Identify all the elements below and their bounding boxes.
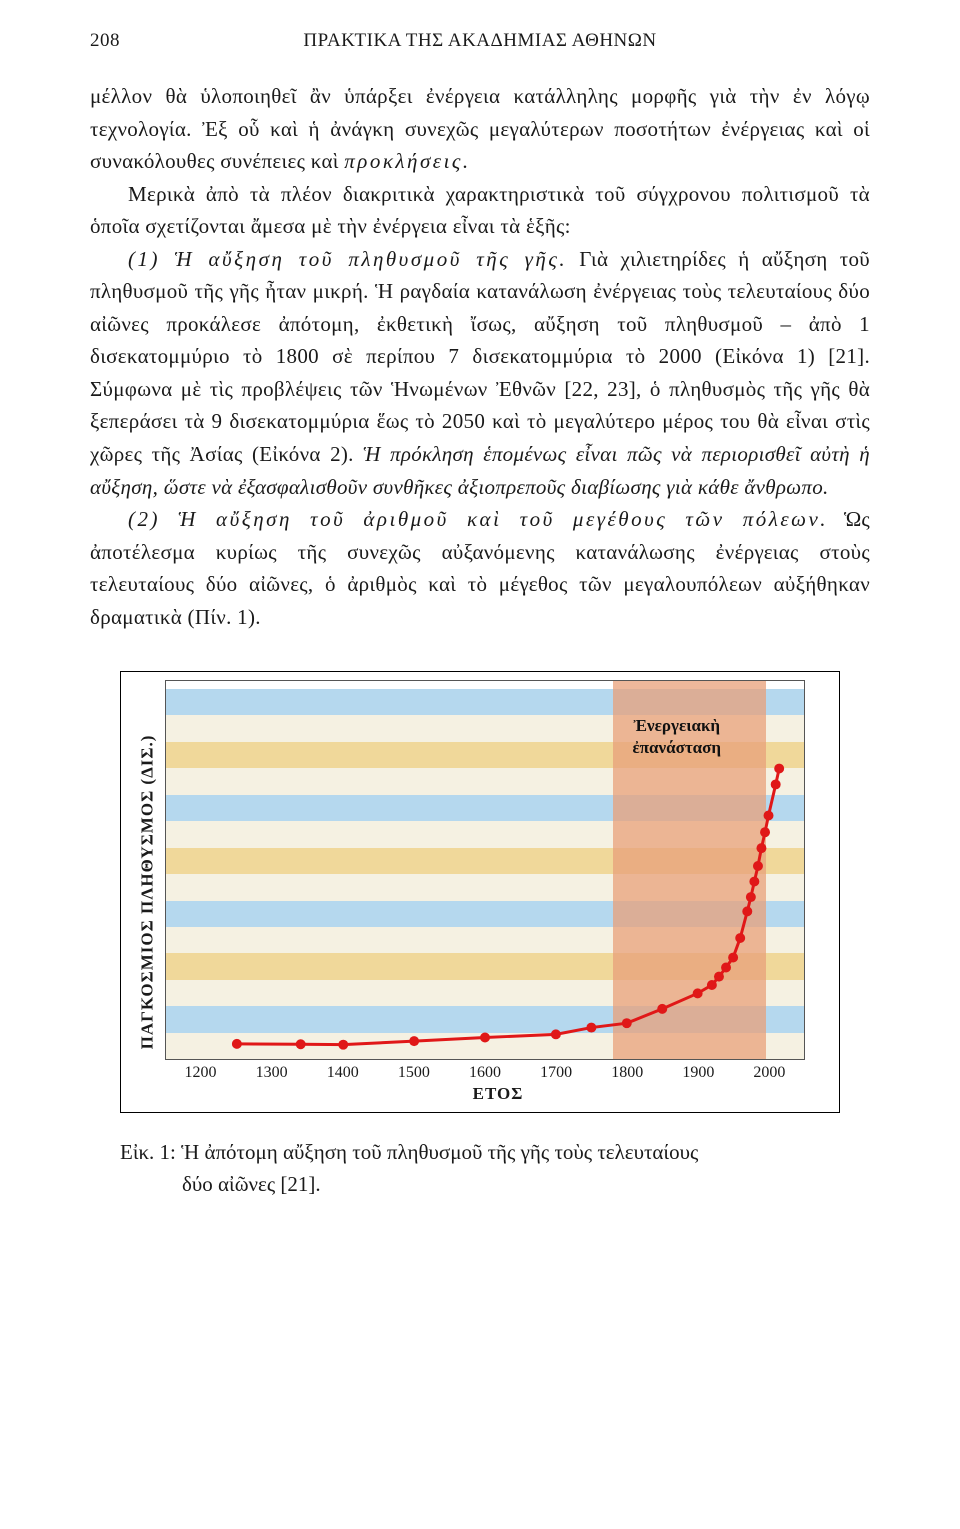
chart-xtick: 1400 <box>307 1064 378 1082</box>
chart-marker <box>296 1040 306 1050</box>
item1-label: (1) Ἡ αὔξηση τοῦ πληθυσμοῦ τῆς γῆς. <box>128 247 567 271</box>
item1-body: Γιὰ χιλιετηρίδες ἡ αὔξηση τοῦ πληθυσμοῦ … <box>90 247 870 466</box>
chart-xticks: 120013001400150016001700180019002000 <box>165 1064 805 1082</box>
chart-marker <box>480 1033 490 1043</box>
chart-marker <box>749 877 759 887</box>
chart-marker <box>714 972 724 982</box>
chart-marker <box>586 1023 596 1033</box>
chart-plot-area: Ἐνεργειακὴἐπανάσταση0123456789 <box>165 680 805 1060</box>
chart-xtick: 2000 <box>734 1064 805 1082</box>
chart-xtick: 1800 <box>592 1064 663 1082</box>
chart-marker <box>338 1040 348 1050</box>
chart-marker <box>693 989 703 999</box>
chart-marker <box>409 1036 419 1046</box>
running-head: ΠΡΑΚΤΙΚΑ ΤΗΣ ΑΚΑΔΗΜΙΑΣ ΑΘΗΝΩΝ <box>303 30 656 52</box>
chart-marker <box>756 843 766 853</box>
chart-xtick: 1200 <box>165 1064 236 1082</box>
item2-label: (2) Ἡ αὔξηση τοῦ ἀριθμοῦ καὶ τοῦ μεγέθου… <box>128 507 828 531</box>
chart-marker <box>728 953 738 963</box>
body-text: μέλλον θὰ ὑλοποιηθεῖ ἂν ὑπάρξει ἐνέργεια… <box>90 80 870 633</box>
chart-xtick: 1500 <box>378 1064 449 1082</box>
chart-marker <box>764 811 774 821</box>
chart-marker <box>622 1019 632 1029</box>
chart-marker <box>232 1039 242 1049</box>
chart-marker <box>742 907 752 917</box>
figure-caption-line2: δύο αἰῶνες [21]. <box>120 1169 840 1201</box>
figure-caption-line1: Εἰκ. 1: Ἡ ἀπότομη αὔξηση τοῦ πληθυσμοῦ τ… <box>120 1137 840 1169</box>
para1-a: μέλλον θὰ ὑλοποιηθεῖ ἂν ὑπάρξει ἐνέργεια… <box>90 84 870 173</box>
chart-marker <box>657 1004 667 1014</box>
chart-xtick: 1600 <box>449 1064 520 1082</box>
chart-ylabel: ΠΑΓΚΟΣΜΙΟΣ ΠΛΗΘΥΣΜΟΣ (ΔΙΣ.) <box>137 735 157 1050</box>
chart-marker <box>753 861 763 871</box>
chart-marker <box>721 963 731 973</box>
chart-xtick: 1900 <box>663 1064 734 1082</box>
chart-xtick: 1300 <box>236 1064 307 1082</box>
figure-1: ΠΑΓΚΟΣΜΙΟΣ ΠΛΗΘΥΣΜΟΣ (ΔΙΣ.) Ἐνεργειακὴἐπ… <box>120 671 840 1200</box>
chart-marker <box>746 892 756 902</box>
chart-marker <box>760 828 770 838</box>
para1-b: προκλήσεις. <box>344 149 470 173</box>
chart-marker <box>551 1030 561 1040</box>
para2: Μερικὰ ἀπὸ τὰ πλέον διακριτικὰ χαρακτηρι… <box>90 182 870 239</box>
chart-line <box>237 769 779 1045</box>
chart-xtick: 1700 <box>521 1064 592 1082</box>
page-number: 208 <box>90 30 120 52</box>
chart-xlabel: ΕΤΟΣ <box>165 1084 831 1104</box>
chart-marker <box>735 933 745 943</box>
chart-marker <box>771 780 781 790</box>
chart-marker <box>774 764 784 774</box>
chart-svg <box>166 681 804 1059</box>
chart-marker <box>707 980 717 990</box>
